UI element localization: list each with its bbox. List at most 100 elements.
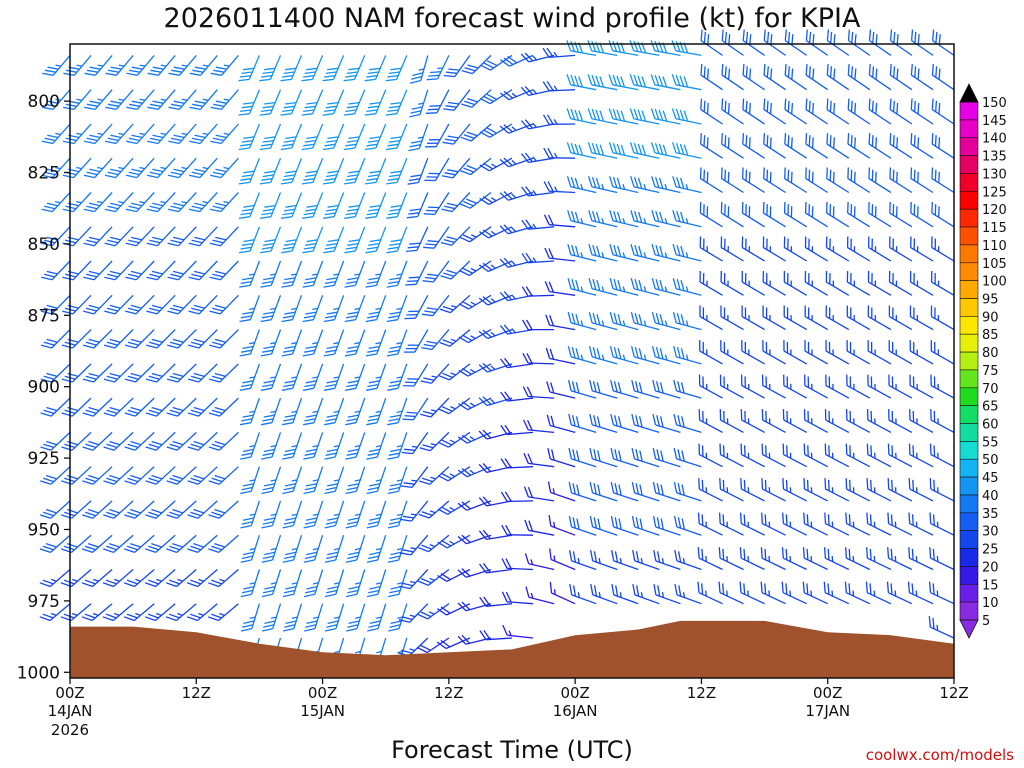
- wind-barb: [826, 167, 850, 194]
- wind-barb: [824, 478, 850, 502]
- wind-barb: [784, 29, 808, 56]
- wind-barb: [208, 534, 239, 554]
- wind-barb: [417, 637, 450, 654]
- colorbar-swatch: [959, 280, 979, 299]
- wind-barb: [673, 515, 702, 536]
- wind-barb: [543, 181, 576, 194]
- wind-barb: [385, 55, 408, 82]
- wind-barb: [420, 363, 450, 384]
- wind-barb: [261, 432, 282, 460]
- y-tick-label: 1000: [17, 663, 60, 683]
- wind-barb: [366, 569, 387, 598]
- wind-barb: [387, 432, 408, 460]
- wind-barb: [825, 270, 850, 296]
- wind-barb: [631, 413, 660, 434]
- wind-barb: [568, 447, 597, 468]
- colorbar-swatch: [959, 494, 979, 514]
- wind-barb: [908, 547, 934, 571]
- wind-barb: [39, 603, 71, 622]
- wind-barb: [782, 409, 808, 433]
- wind-barb: [84, 89, 113, 111]
- wind-barb: [500, 491, 534, 503]
- wind-barb: [186, 569, 218, 588]
- colorbar-label: 115: [982, 221, 1007, 236]
- y-tick-label: 825: [28, 164, 60, 184]
- wind-barb: [146, 294, 176, 315]
- wind-barb: [547, 448, 576, 468]
- wind-barb: [125, 260, 155, 281]
- wind-barb: [344, 363, 366, 391]
- wind-barb: [364, 123, 387, 151]
- wind-barb: [867, 305, 892, 331]
- wind-barb: [323, 226, 345, 254]
- wind-barb: [186, 603, 218, 622]
- wind-barb: [365, 363, 387, 391]
- wind-barb: [40, 466, 71, 485]
- wind-barb: [303, 432, 324, 460]
- wind-barb: [479, 629, 513, 641]
- wind-barb: [478, 294, 513, 306]
- wind-barb: [479, 89, 513, 105]
- wind-barb: [589, 481, 618, 502]
- wind-barb: [261, 603, 282, 632]
- wind-barb: [888, 409, 913, 433]
- wind-barb: [566, 142, 597, 159]
- wind-barb: [124, 397, 155, 417]
- wind-barb: [500, 391, 534, 402]
- wind-barb: [324, 500, 345, 529]
- wind-barb: [549, 581, 576, 605]
- x-tick-date: 16JAN: [553, 702, 598, 720]
- wind-barb: [630, 244, 660, 262]
- wind-barb: [569, 583, 597, 605]
- wind-barb: [387, 397, 408, 426]
- colorbar-label: 45: [982, 471, 999, 486]
- wind-barb: [522, 319, 555, 331]
- wind-barb: [908, 512, 934, 536]
- wind-barb: [39, 500, 71, 519]
- wind-barb: [805, 64, 829, 91]
- wind-barb: [610, 379, 639, 399]
- wind-barb: [865, 581, 892, 605]
- wind-barb: [63, 89, 92, 111]
- wind-barb: [238, 157, 261, 185]
- wind-barb: [165, 569, 197, 588]
- wind-barb: [588, 346, 618, 365]
- wind-barb: [302, 295, 324, 323]
- wind-barb: [458, 363, 492, 377]
- wind-barb: [344, 295, 366, 323]
- wind-barb: [651, 346, 681, 365]
- wind-barb: [145, 431, 176, 451]
- wind-barb: [783, 305, 808, 331]
- wind-barb: [82, 431, 113, 451]
- wind-barb: [674, 549, 702, 571]
- wind-barb: [365, 260, 387, 288]
- wind-barb: [802, 547, 828, 571]
- wind-barb: [523, 419, 555, 434]
- wind-barb: [546, 414, 576, 434]
- wind-barb: [742, 133, 765, 159]
- wind-barb: [366, 397, 387, 426]
- wind-barb: [699, 167, 723, 194]
- wind-barb: [387, 500, 408, 529]
- wind-barb: [784, 98, 808, 125]
- surface-terrain: [70, 620, 954, 678]
- wind-barb: [846, 340, 871, 365]
- wind-barb: [783, 374, 808, 399]
- wind-barb: [457, 601, 492, 612]
- colorbar-label: 140: [982, 132, 1007, 147]
- wind-barb: [81, 603, 113, 622]
- wind-barb: [587, 176, 618, 194]
- wind-barb: [239, 226, 261, 254]
- wind-barb: [845, 478, 871, 502]
- wind-barb: [671, 108, 702, 125]
- wind-barb: [907, 581, 934, 605]
- wind-barb: [651, 278, 681, 296]
- wind-barb: [167, 260, 197, 281]
- wind-barb: [40, 397, 71, 417]
- wind-barb: [567, 244, 597, 262]
- wind-barb: [260, 363, 282, 391]
- wind-barb: [281, 295, 303, 323]
- wind-barb: [438, 397, 471, 415]
- wind-barb: [908, 443, 934, 468]
- wind-barb: [187, 500, 218, 519]
